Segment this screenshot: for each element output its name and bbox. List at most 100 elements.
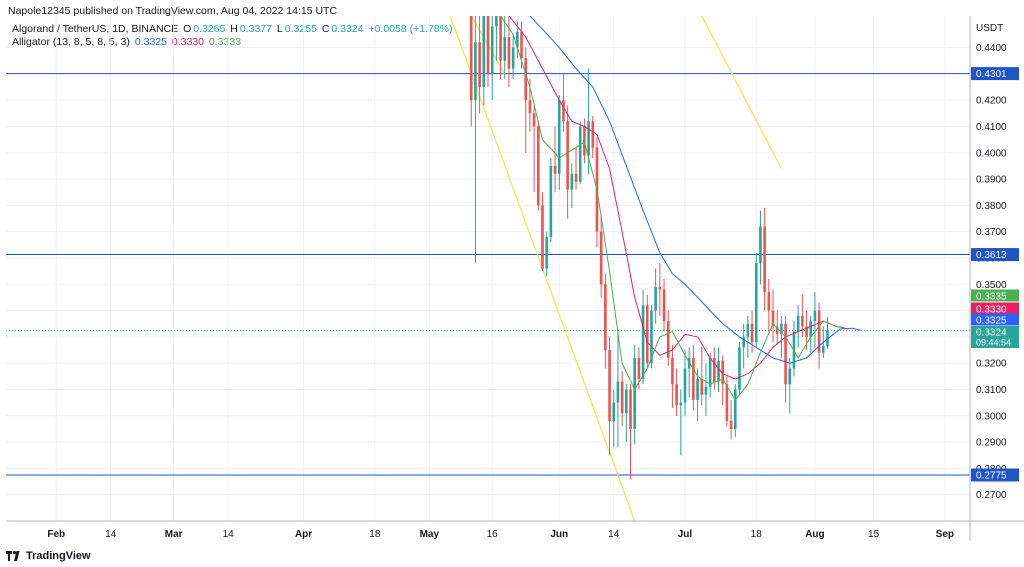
level-tag-bg <box>971 248 1019 262</box>
currency-label: USDT <box>976 23 1003 34</box>
candle-body <box>486 16 490 74</box>
price-tick-label: 0.2700 <box>976 490 1007 501</box>
candle-body <box>507 37 511 69</box>
candle-body <box>469 16 473 101</box>
candle-body <box>495 16 498 27</box>
time-tick-label: Jun <box>550 529 568 540</box>
candle-body <box>671 357 674 385</box>
alligator-teeth-value: 0.3330 <box>171 36 204 48</box>
current-price-tag: 0.3324 <box>976 328 1007 339</box>
candle-body <box>587 121 590 156</box>
price-tick-label: 0.3900 <box>976 175 1007 186</box>
candle-body <box>553 165 557 174</box>
candle-body <box>662 289 666 322</box>
candle-body <box>641 305 645 379</box>
candle-body <box>675 384 678 406</box>
candle-body <box>616 381 620 403</box>
candle-body <box>666 321 670 358</box>
alligator-teeth-line <box>508 16 849 380</box>
horizontal-levels <box>6 73 970 476</box>
price-tick-label: 0.3000 <box>976 411 1007 422</box>
candle-body <box>750 323 754 343</box>
candle-body <box>813 310 817 322</box>
candle-body <box>591 121 595 148</box>
candle-body <box>608 350 611 422</box>
candle-body <box>788 368 792 385</box>
change-value: +0.0058 (+1.78%) <box>368 23 453 35</box>
alligator-tag-bg <box>971 302 1019 315</box>
alligator-tag: 0.3325 <box>976 316 1007 327</box>
candle-body <box>683 368 687 403</box>
brand-footer[interactable]: TradingView <box>6 549 91 563</box>
candle-body <box>650 310 653 364</box>
candle-body <box>771 310 775 327</box>
time-tick-label: Mar <box>165 529 183 540</box>
candle-body <box>562 100 565 122</box>
candle-body <box>574 173 578 182</box>
candle-body <box>784 323 787 385</box>
candle-body <box>541 205 544 269</box>
candle-body <box>733 389 737 429</box>
trendlines <box>449 16 783 521</box>
candle-body <box>759 226 762 264</box>
candle-body <box>557 100 561 174</box>
time-tick-label: 18 <box>369 529 381 540</box>
candle-body <box>658 286 662 290</box>
price-tick-label: 0.3200 <box>976 359 1007 370</box>
candle-body <box>696 378 699 401</box>
candle-body <box>629 389 632 429</box>
price-tick-label: 0.3800 <box>976 201 1007 212</box>
candle-body <box>520 31 523 59</box>
candle-body <box>528 100 532 114</box>
time-tick-label: 15 <box>868 529 880 540</box>
time-tick-label: Feb <box>47 529 65 540</box>
price-tick-label: 0.4200 <box>976 96 1007 107</box>
grid <box>6 16 970 522</box>
price-tick-label: 0.4400 <box>976 43 1007 54</box>
symbol-name[interactable]: Algorand / TetherUS, 1D, BINANCE <box>12 23 179 35</box>
candle-body <box>809 321 813 337</box>
alligator-label[interactable]: Alligator (13, 8, 5, 8, 5, 3) <box>12 36 130 48</box>
candle-body <box>679 402 683 406</box>
candle-body <box>524 58 528 101</box>
candle-body <box>516 31 519 48</box>
alligator-lips-line <box>500 16 845 401</box>
time-tick-label: 14 <box>223 529 235 540</box>
alligator-jaw-value: 0.3325 <box>134 36 167 48</box>
price-tick-label: 0.4100 <box>976 122 1007 133</box>
candle-body <box>503 37 507 61</box>
alligator-tag: 0.3335 <box>976 292 1007 303</box>
open-label: O <box>183 23 192 35</box>
candle-body <box>511 47 515 69</box>
candle-body <box>482 16 486 88</box>
candle-body <box>570 173 574 190</box>
candle-body <box>704 386 708 395</box>
candle-body <box>637 357 641 379</box>
candle-body <box>822 346 825 353</box>
candle-body <box>566 121 569 190</box>
candle-body <box>536 126 540 206</box>
candle-body <box>490 26 494 74</box>
time-tick-label: Jul <box>678 529 693 540</box>
candle-body <box>763 226 766 293</box>
candle-body <box>549 165 553 237</box>
candle-body <box>725 384 729 422</box>
alligator-tag: 0.3330 <box>976 305 1007 316</box>
candle-body <box>713 357 716 382</box>
candle-body <box>578 126 582 182</box>
candle-body <box>742 336 745 348</box>
open-value: 0.3265 <box>193 23 226 35</box>
time-tick-label: Sep <box>936 529 954 540</box>
price-tick-label: 0.3100 <box>976 385 1007 396</box>
tradingview-logo-icon <box>6 551 20 561</box>
candle-body <box>805 326 808 337</box>
candle-body <box>796 315 800 332</box>
publisher-credit: Napole12345 published on TradingView.com… <box>8 5 338 17</box>
low-value: 0.3255 <box>284 23 317 35</box>
price-tags: 0.4301 0.3613 0.2775 0.3335 0.33300.33250.33… <box>971 67 1019 482</box>
candle-body <box>620 381 624 414</box>
candle-body <box>717 360 720 382</box>
price-tick-label: 0.3700 <box>976 227 1007 238</box>
candle-body <box>729 421 733 429</box>
